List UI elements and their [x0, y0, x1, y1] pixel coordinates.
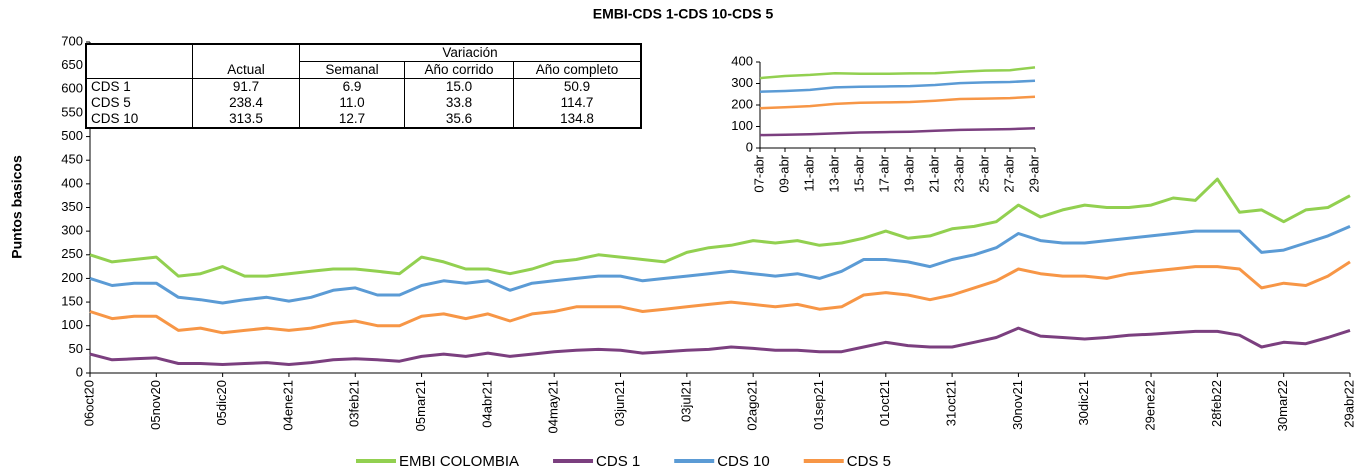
- table-cell: 33.8: [404, 95, 514, 111]
- row-label: CDS 5: [91, 95, 131, 110]
- x-tick-label: 05dic20: [214, 380, 229, 426]
- y-tick-label: 600: [61, 81, 83, 96]
- y-axis-label: Puntos basicos: [9, 155, 25, 259]
- legend-label: CDS 10: [717, 453, 770, 470]
- x-tick-label: 23-abr: [951, 154, 966, 192]
- x-tick-label: 07-abr: [751, 154, 766, 192]
- x-tick-label: 05nov20: [148, 380, 163, 430]
- y-tick-label: 350: [61, 199, 83, 214]
- legend-label: CDS 1: [596, 453, 640, 470]
- y-tick-label: 0: [76, 364, 83, 379]
- y-tick-label: 150: [61, 294, 83, 309]
- y-tick-label: 700: [61, 33, 83, 48]
- legend-label: EMBI COLOMBIA: [399, 453, 519, 470]
- col-header: Semanal: [299, 61, 405, 79]
- y-tick-label: 300: [61, 223, 83, 238]
- table-cell: 91.7: [192, 78, 300, 95]
- group-header: Variación: [299, 44, 641, 62]
- y-tick-label: 250: [61, 246, 83, 261]
- series-line: [89, 225, 1351, 305]
- x-tick-label: 21-abr: [926, 154, 941, 192]
- table-cell: 50.9: [513, 78, 641, 95]
- summary-table: Variación Actual Semanal Año corrido Año co…: [85, 43, 642, 129]
- series-line: [89, 177, 1351, 278]
- series-line: [89, 260, 1351, 335]
- table-cell: 11.0: [299, 95, 405, 111]
- x-tick-label: 29abr22: [1341, 380, 1356, 428]
- y-tick-label: 550: [61, 104, 83, 119]
- y-tick-label: 200: [731, 96, 753, 111]
- col-header: Año corrido: [404, 61, 514, 79]
- y-tick-label: 650: [61, 57, 83, 72]
- y-tick-label: 400: [61, 175, 83, 190]
- x-tick-label: 25-abr: [976, 154, 991, 192]
- x-tick-label: 31oct21: [944, 380, 959, 426]
- y-tick-label: 0: [746, 139, 753, 154]
- table-cell: 114.7: [513, 95, 641, 111]
- table-cell: 12.7: [299, 111, 405, 128]
- x-tick-label: 09-abr: [776, 154, 791, 192]
- y-tick-label: 200: [61, 270, 83, 285]
- y-tick-label: 300: [731, 75, 753, 90]
- x-tick-label: 17-abr: [876, 154, 891, 192]
- x-tick-label: 05mar21: [413, 380, 428, 431]
- table-cell: 15.0: [404, 78, 514, 95]
- row-label: CDS 10: [91, 111, 139, 126]
- y-tick-label: 100: [61, 317, 83, 332]
- x-tick-label: 03jul21: [678, 380, 693, 422]
- table-cell: 134.8: [513, 111, 641, 128]
- x-tick-label: 01sep21: [811, 380, 826, 430]
- series-line: [759, 79, 1036, 93]
- col-header: Actual: [192, 61, 300, 79]
- table-cell: 35.6: [404, 111, 514, 128]
- x-tick-label: 13-abr: [826, 154, 841, 192]
- col-header: Año completo: [513, 61, 641, 79]
- x-tick-label: 03feb21: [347, 380, 362, 427]
- x-tick-label: 06oct20: [81, 380, 96, 426]
- y-tick-label: 400: [731, 53, 753, 68]
- y-tick-label: 500: [61, 128, 83, 143]
- x-tick-label: 30mar22: [1275, 380, 1290, 431]
- y-tick-label: 50: [69, 341, 83, 356]
- x-tick-label: 04abr21: [479, 380, 494, 428]
- y-tick-label: 450: [61, 152, 83, 167]
- x-tick-label: 04ene21: [280, 380, 295, 431]
- x-tick-label: 28feb22: [1209, 380, 1224, 427]
- chart-title: EMBI-CDS 1-CDS 10-CDS 5: [593, 6, 774, 22]
- x-tick-label: 30nov21: [1010, 380, 1025, 430]
- x-tick-label: 19-abr: [901, 154, 916, 192]
- x-tick-label: 01oct21: [877, 380, 892, 426]
- table-cell: 238.4: [192, 95, 300, 111]
- x-tick-label: 02ago21: [745, 380, 760, 431]
- x-tick-label: 03jun21: [612, 380, 627, 426]
- x-tick-label: 30dic21: [1076, 380, 1091, 426]
- series-line: [89, 326, 1351, 366]
- row-label: CDS 1: [91, 79, 131, 94]
- series-line: [759, 95, 1036, 110]
- y-tick-label: 100: [731, 118, 753, 133]
- table-cell: 6.9: [299, 78, 405, 95]
- x-tick-label: 11-abr: [801, 154, 816, 191]
- x-tick-label: 29-abr: [1026, 154, 1041, 192]
- x-tick-label: 29ene22: [1142, 380, 1157, 431]
- series-line: [759, 66, 1036, 80]
- x-tick-label: 04may21: [546, 380, 561, 433]
- series-line: [759, 126, 1036, 137]
- legend-label: CDS 5: [847, 453, 891, 470]
- table-cell: 313.5: [192, 111, 300, 128]
- x-tick-label: 27-abr: [1001, 154, 1016, 192]
- x-tick-label: 15-abr: [851, 154, 866, 192]
